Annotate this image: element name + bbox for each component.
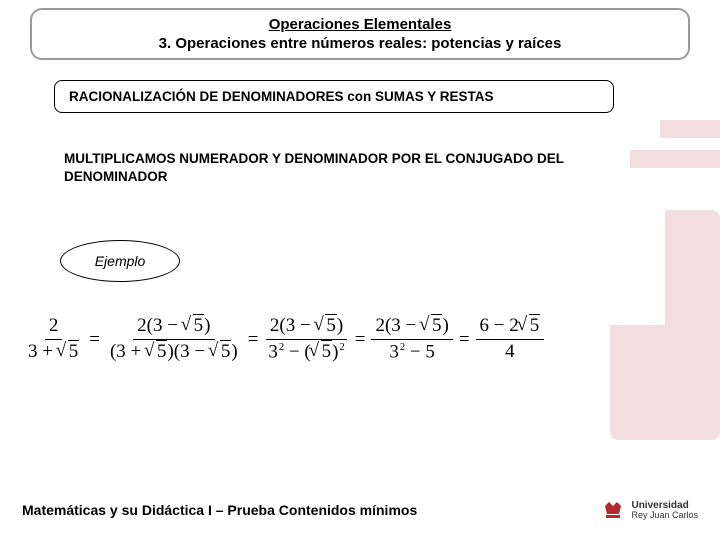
den5: 4 <box>501 340 519 364</box>
fraction-step1: 2 3 + 5 <box>24 315 83 364</box>
header-box: Operaciones Elementales 3. Operaciones e… <box>30 8 690 60</box>
logo-name: Rey Juan Carlos <box>631 511 698 521</box>
fraction-step2: 2(3 − 5) (3 + 5)(3 − 5) <box>106 315 242 364</box>
ejemplo-text: Ejemplo <box>95 253 146 269</box>
footer: Matemáticas y su Didáctica I – Prueba Co… <box>22 498 698 522</box>
body-paragraph: MULTIPLICAMOS NUMERADOR Y DENOMINADOR PO… <box>64 150 624 186</box>
num3: 2(3 − 5) <box>266 315 347 340</box>
ejemplo-label: Ejemplo <box>60 240 180 282</box>
equals-1: = <box>89 329 100 351</box>
section-heading-box: RACIONALIZACIÓN DE DENOMINADORES con SUM… <box>54 80 614 113</box>
crown-icon <box>601 498 625 522</box>
university-logo: Universidad Rey Juan Carlos <box>601 498 698 522</box>
logo-uni: Universidad <box>631 500 698 511</box>
fraction-step4: 2(3 − 5) 32 − 5 <box>371 315 452 364</box>
footer-text: Matemáticas y su Didáctica I – Prueba Co… <box>22 502 417 518</box>
header-subtitle: 3. Operaciones entre números reales: pot… <box>44 35 676 52</box>
den2: (3 + 5)(3 − 5) <box>106 340 242 364</box>
logo-text: Universidad Rey Juan Carlos <box>631 500 698 521</box>
den3: 32 − (5)2 <box>264 340 348 364</box>
section-heading: RACIONALIZACIÓN DE DENOMINADORES con SUM… <box>69 89 599 104</box>
den4: 32 − 5 <box>385 340 438 364</box>
den1: 3 + 5 <box>24 340 83 364</box>
fraction-step3: 2(3 − 5) 32 − (5)2 <box>264 315 348 364</box>
equals-2: = <box>248 329 259 351</box>
header-title: Operaciones Elementales <box>44 16 676 33</box>
equals-4: = <box>459 329 470 351</box>
num4: 2(3 − 5) <box>371 315 452 340</box>
num5: 6 − 25 <box>476 315 545 340</box>
equation-row: 2 3 + 5 = 2(3 − 5) (3 + 5)(3 − 5) = 2(3 … <box>24 315 704 364</box>
fraction-step5: 6 − 25 4 <box>476 315 545 364</box>
equals-3: = <box>355 329 366 351</box>
num2: 2(3 − 5) <box>133 315 214 340</box>
num1: 2 <box>45 315 63 340</box>
